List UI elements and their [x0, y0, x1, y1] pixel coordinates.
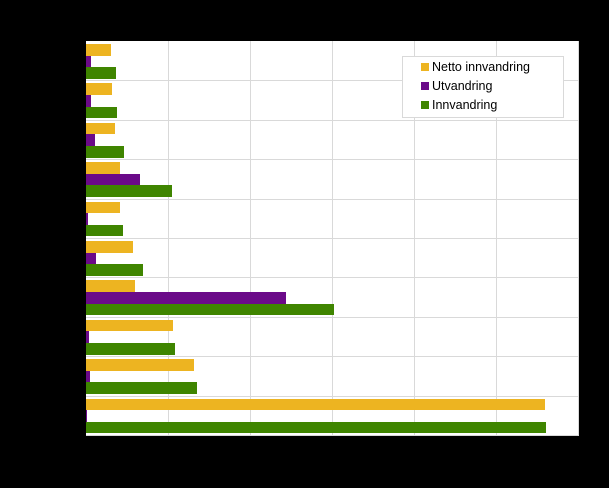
bar-innvandring: [86, 343, 176, 355]
legend-swatch-netto-icon: [421, 63, 429, 71]
horizontal-gridline: [86, 277, 578, 279]
legend-swatch-innvandring-icon: [421, 101, 429, 109]
horizontal-gridline: [86, 80, 578, 82]
horizontal-gridline: [86, 159, 578, 161]
bar-utvandring: [86, 292, 287, 304]
legend-label: Netto innvandring: [432, 60, 530, 74]
bar-innvandring: [86, 421, 547, 434]
bar-netto-innvandring: [86, 162, 120, 174]
horizontal-gridline: [86, 119, 578, 121]
bar-utvandring: [86, 370, 91, 383]
bar-utvandring: [86, 55, 91, 68]
bar-innvandring: [86, 185, 173, 197]
bar-innvandring: [86, 264, 144, 276]
bar-utvandring: [86, 213, 88, 225]
bar-netto-innvandring: [86, 319, 173, 332]
legend-item-innvandring: Innvandring: [421, 97, 497, 113]
horizontal-gridline: [86, 395, 578, 397]
bar-utvandring: [86, 410, 87, 422]
bar-netto-innvandring: [86, 122, 115, 135]
bar-innvandring: [86, 146, 124, 158]
bar-netto-innvandring: [86, 44, 111, 56]
bar-netto-innvandring: [86, 241, 133, 253]
bar-netto-innvandring: [86, 359, 195, 371]
legend-item-netto: Netto innvandring: [421, 59, 530, 75]
legend-item-utvandring: Utvandring: [421, 78, 492, 94]
bar-utvandring: [86, 173, 141, 186]
legend-label: Utvandring: [432, 79, 493, 93]
legend-label: Innvandring: [432, 98, 498, 112]
bar-netto-innvandring: [86, 201, 120, 214]
bar-netto-innvandring: [86, 83, 113, 95]
bar-innvandring: [86, 303, 334, 316]
bar-innvandring: [86, 106, 118, 119]
horizontal-gridline: [86, 316, 578, 318]
bar-netto-innvandring: [86, 398, 546, 411]
bar-innvandring: [86, 67, 117, 79]
legend-swatch-utvandring-icon: [421, 82, 429, 90]
bar-innvandring: [86, 224, 123, 237]
legend: Netto innvandring Utvandring Innvandring: [402, 56, 564, 118]
bar-utvandring: [86, 252, 96, 265]
bar-utvandring: [86, 95, 91, 107]
bar-netto-innvandring: [86, 280, 136, 292]
bar-utvandring: [86, 331, 90, 343]
horizontal-gridline: [86, 356, 578, 358]
bar-utvandring: [86, 134, 96, 146]
horizontal-gridline: [86, 238, 578, 239]
horizontal-gridline: [86, 198, 578, 200]
bar-innvandring: [86, 382, 197, 394]
